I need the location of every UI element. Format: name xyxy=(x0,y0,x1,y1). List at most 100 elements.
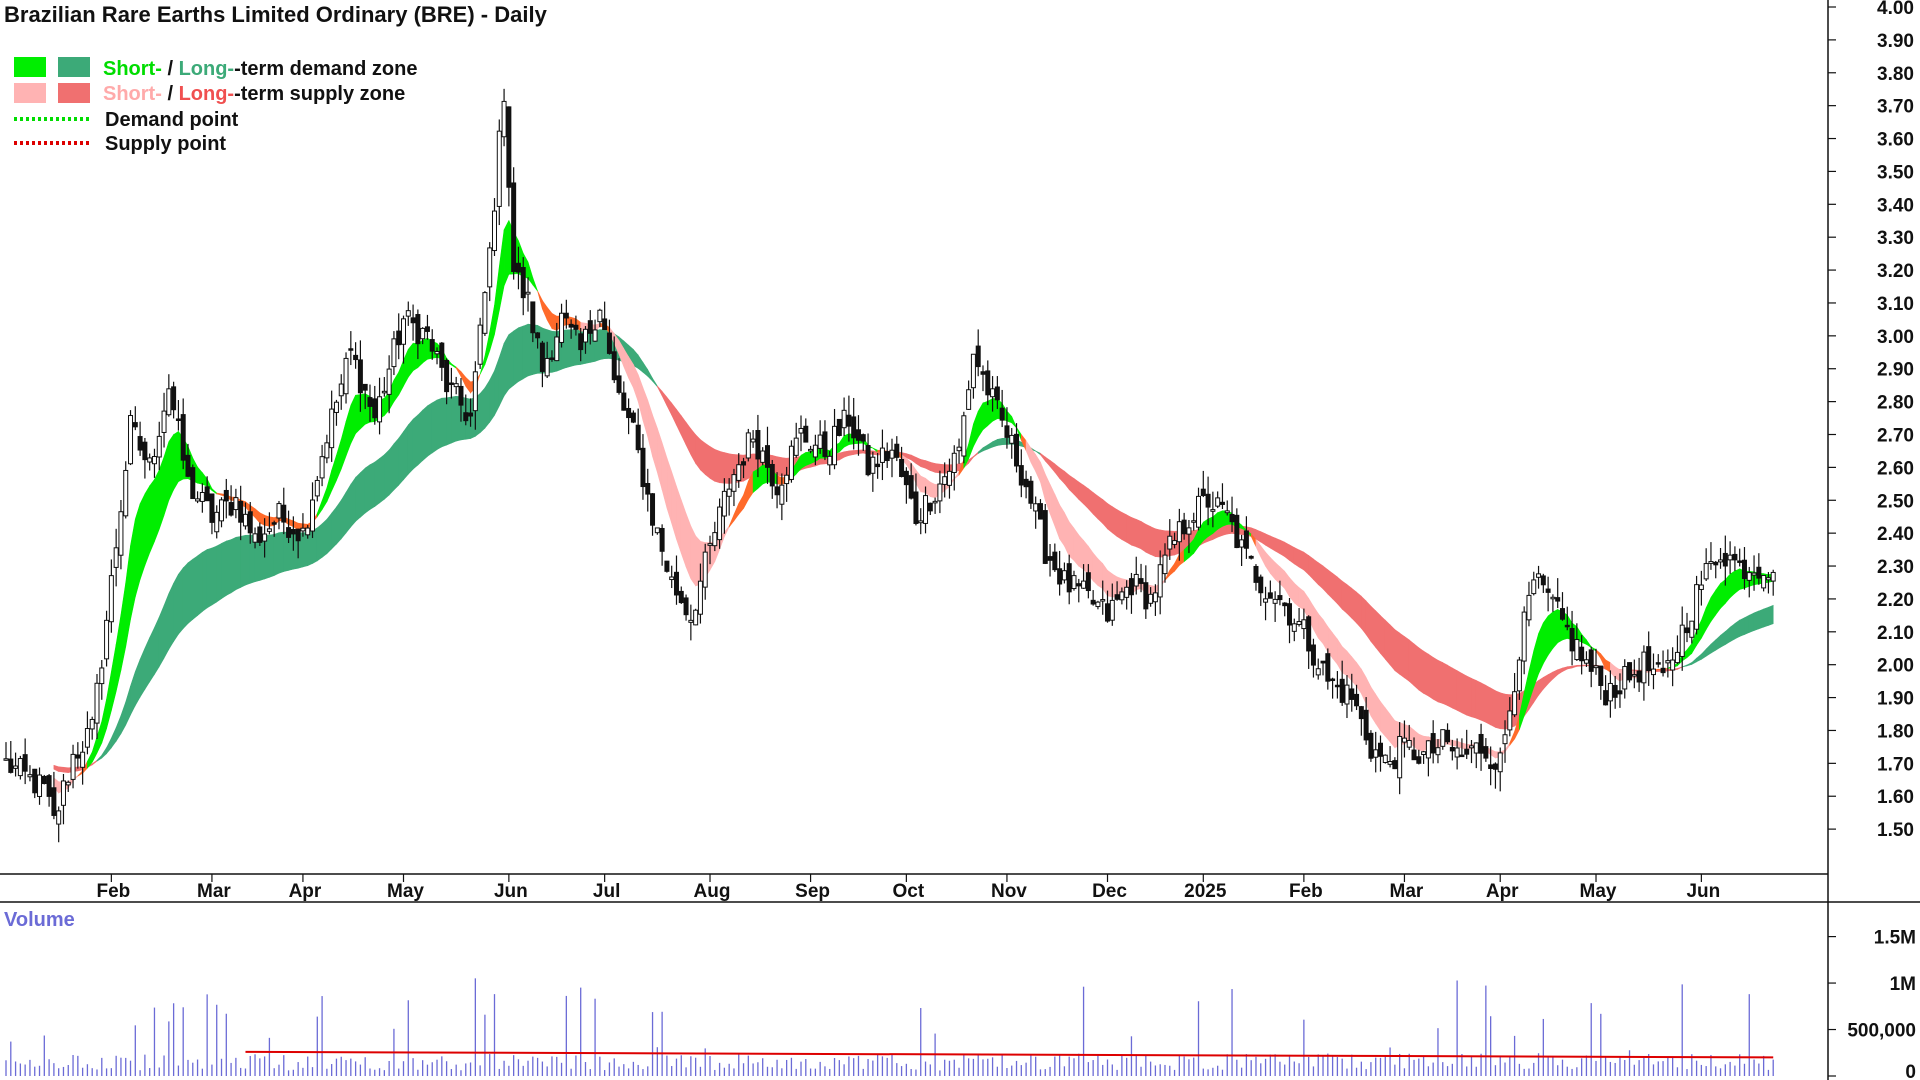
long-term-zone-segment xyxy=(1413,643,1420,691)
short-term-zone-segment xyxy=(1452,739,1458,747)
long-term-zone-segment xyxy=(1495,690,1501,730)
long-term-zone-segment xyxy=(216,542,222,603)
short-term-zone-segment xyxy=(1040,462,1046,501)
long-term-zone-segment xyxy=(671,402,677,426)
candle-body xyxy=(381,390,387,394)
short-term-zone-segment xyxy=(1289,576,1295,604)
short-term-zone-segment xyxy=(130,519,136,620)
long-term-zone-segment xyxy=(1562,666,1568,672)
long-term-zone-segment xyxy=(1102,498,1108,530)
long-term-zone-segment xyxy=(489,370,495,424)
candle-body xyxy=(1200,488,1206,497)
long-term-zone-segment xyxy=(125,685,131,726)
short-term-zone-segment xyxy=(259,512,265,526)
candle-body xyxy=(554,336,560,362)
long-term-zone-segment xyxy=(53,764,59,773)
long-term-zone-segment xyxy=(652,377,658,388)
candle-body xyxy=(511,182,517,272)
short-term-zone-segment xyxy=(752,468,759,494)
long-term-zone-segment xyxy=(355,472,361,523)
long-term-zone-segment xyxy=(1442,662,1448,706)
long-term-zone-segment xyxy=(680,414,687,446)
candle-body xyxy=(444,359,450,393)
long-term-zone-segment xyxy=(1576,664,1582,667)
time-tick-label: Feb xyxy=(96,881,130,902)
candle-body xyxy=(468,412,474,417)
long-term-zone-segment xyxy=(111,727,117,749)
candle-body xyxy=(333,401,339,413)
candle-body xyxy=(453,383,459,388)
candle-body xyxy=(1339,678,1345,703)
candle-body xyxy=(80,751,86,768)
long-term-zone-segment xyxy=(1375,610,1381,655)
long-term-zone-segment xyxy=(106,738,112,755)
short-term-zone-segment xyxy=(1552,608,1558,650)
short-term-zone-segment xyxy=(724,525,730,537)
candle-body xyxy=(132,422,138,428)
candle-body xyxy=(391,338,397,368)
candle-body xyxy=(99,667,105,685)
candle-body xyxy=(592,329,598,342)
long-term-zone-segment xyxy=(1040,452,1046,462)
short-term-zone-segment xyxy=(906,457,912,473)
time-tick-label: Nov xyxy=(991,881,1027,902)
price-tick-label: 4.00 xyxy=(1877,0,1914,19)
long-term-zone-segment xyxy=(484,379,491,429)
short-term-zone-segment xyxy=(1025,439,1032,463)
long-term-zone-segment xyxy=(1404,635,1410,682)
short-term-zone-segment xyxy=(685,513,692,579)
candle-body xyxy=(731,474,737,492)
long-term-zone-segment xyxy=(1461,672,1468,716)
candle-body xyxy=(1698,584,1704,590)
candle-body xyxy=(51,787,57,816)
short-term-zone-segment xyxy=(733,503,740,522)
short-term-zone-segment xyxy=(1284,570,1290,598)
long-term-zone-segment xyxy=(599,329,605,361)
long-term-zone-segment xyxy=(130,671,136,716)
long-term-zone-segment xyxy=(498,343,505,407)
long-term-zone-segment xyxy=(403,424,409,481)
long-term-zone-segment xyxy=(1035,450,1041,456)
short-term-zone-segment xyxy=(101,698,107,744)
short-term-zone-segment xyxy=(1375,693,1381,732)
candle-body xyxy=(798,428,804,434)
candle-body xyxy=(13,765,19,769)
candle-body xyxy=(1248,555,1254,559)
long-term-zone-segment xyxy=(570,329,577,367)
candle-body xyxy=(1363,709,1369,741)
short-term-zone-segment xyxy=(158,456,165,530)
price-tick-label: 3.10 xyxy=(1877,294,1914,315)
long-term-zone-segment xyxy=(848,450,854,456)
long-term-zone-segment xyxy=(1322,565,1329,595)
long-term-zone-segment xyxy=(63,766,69,773)
candle-body xyxy=(434,350,440,355)
candle-body xyxy=(477,324,483,365)
candle-body xyxy=(252,533,258,543)
candle-body xyxy=(1066,563,1072,593)
candle-body xyxy=(353,354,359,361)
long-term-zone-segment xyxy=(1073,477,1080,501)
short-term-zone-segment xyxy=(657,428,663,490)
candle-body xyxy=(319,456,325,479)
long-term-zone-segment xyxy=(1763,606,1769,628)
long-term-zone-segment xyxy=(1485,684,1491,726)
legend-supply-zone-label: Short- / Long--term supply zone xyxy=(103,83,405,105)
long-term-zone-segment xyxy=(1068,474,1075,495)
long-term-zone-segment xyxy=(522,323,529,380)
short-term-zone-segment xyxy=(1389,713,1396,749)
candle-body xyxy=(1229,513,1235,523)
candle-body xyxy=(923,495,929,524)
candle-body xyxy=(1100,599,1106,602)
short-term-zone-segment xyxy=(1504,741,1511,753)
short-term-zone-segment xyxy=(417,339,423,369)
candle-body xyxy=(1377,742,1383,757)
candle-body xyxy=(362,383,368,391)
candle-body xyxy=(616,375,622,393)
candle-body xyxy=(204,486,210,502)
price-axis: 4.00 3.90 3.80 3.70 3.60 3.50 3.40 3.30 3.20 3.10… xyxy=(1828,0,1914,841)
short-term-zone-segment xyxy=(1533,633,1539,688)
long-term-zone-segment xyxy=(364,464,371,514)
short-term-zone-segment xyxy=(680,499,687,568)
candle-body xyxy=(1497,752,1503,773)
short-term-zone-segment xyxy=(106,671,112,729)
